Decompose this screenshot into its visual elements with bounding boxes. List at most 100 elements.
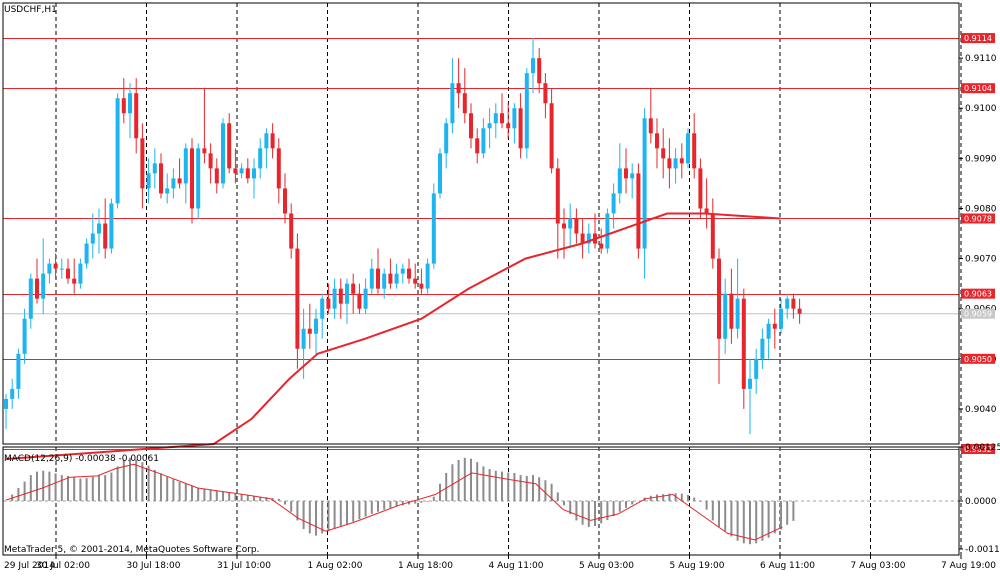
price-tick-label-1: 0.9100 bbox=[965, 104, 997, 114]
candle-body-37 bbox=[233, 168, 238, 174]
candle-body-69 bbox=[431, 193, 436, 264]
time-label-4: 1 Aug 02:00 bbox=[308, 561, 363, 571]
candle-body-89 bbox=[555, 168, 560, 224]
candle-body-102 bbox=[636, 173, 641, 249]
price-tick-label-0: 0.9110 bbox=[965, 54, 997, 64]
candle-body-52 bbox=[326, 298, 331, 309]
candle-body-19 bbox=[121, 98, 126, 114]
candle-body-96 bbox=[599, 243, 604, 249]
candle-body-127 bbox=[791, 298, 796, 309]
candle-body-13 bbox=[84, 243, 89, 264]
time-label-1: 30 Jul 02:00 bbox=[36, 561, 90, 571]
candle-body-114 bbox=[710, 213, 715, 259]
candle-body-56 bbox=[351, 283, 356, 294]
candle-body-62 bbox=[388, 273, 393, 284]
price-level-box-2 bbox=[961, 213, 995, 224]
candle-body-28 bbox=[177, 178, 182, 184]
candle-body-106 bbox=[661, 148, 666, 159]
candle-body-101 bbox=[630, 173, 635, 179]
candle-body-22 bbox=[140, 138, 145, 189]
candle-body-60 bbox=[376, 268, 380, 289]
candle-body-11 bbox=[72, 278, 77, 284]
candle-body-34 bbox=[214, 168, 219, 184]
candle-body-6 bbox=[41, 273, 46, 299]
candle-body-0 bbox=[4, 398, 8, 409]
price-tick-label-3: 0.9080 bbox=[965, 204, 997, 214]
footer-copyright: MetaTrader 5, © 2001-2014, MetaQuotes So… bbox=[4, 545, 260, 555]
candle-body-38 bbox=[239, 168, 244, 174]
candle-body-113 bbox=[704, 208, 709, 214]
candle-body-46 bbox=[289, 213, 294, 249]
candle-body-120 bbox=[748, 378, 752, 389]
symbol-label: USDCHF,H1 bbox=[4, 5, 57, 15]
price-level-box-4 bbox=[961, 353, 995, 364]
price-tick-label-4: 0.9070 bbox=[965, 255, 997, 265]
candle-body-82 bbox=[512, 108, 517, 129]
candle-body-32 bbox=[202, 148, 207, 154]
candle-body-125 bbox=[779, 308, 783, 329]
candle-body-59 bbox=[369, 268, 374, 289]
moving-average bbox=[5, 212, 781, 460]
time-label-7: 5 Aug 03:00 bbox=[579, 561, 634, 571]
moving-average-line bbox=[5, 212, 781, 460]
price-level-label-1: 0.9104 bbox=[964, 84, 992, 93]
candle-body-116 bbox=[723, 293, 728, 339]
candle-body-118 bbox=[735, 298, 740, 329]
candle-body-71 bbox=[444, 123, 449, 154]
candle-body-20 bbox=[128, 93, 132, 114]
macd-tick-label-1: 0.0000 bbox=[965, 497, 997, 507]
candle-body-3 bbox=[22, 318, 27, 354]
candle-body-126 bbox=[785, 298, 790, 309]
time-label-5: 1 Aug 18:00 bbox=[398, 561, 453, 571]
candle-body-24 bbox=[152, 163, 157, 174]
time-label-0: 29 Jul 2014 bbox=[4, 561, 55, 571]
candle-body-9 bbox=[59, 268, 64, 270]
candle-body-86 bbox=[537, 58, 542, 84]
price-level-label-5: 0.9032 bbox=[964, 445, 992, 454]
candle-body-36 bbox=[227, 123, 232, 169]
price-level-label-0: 0.9114 bbox=[964, 34, 992, 43]
price-level-box-1 bbox=[961, 83, 995, 94]
candle-body-93 bbox=[580, 233, 585, 244]
candle-body-104 bbox=[648, 118, 653, 134]
price-scale: 0.91100.91000.90900.90800.90700.90600.90… bbox=[959, 33, 997, 455]
candle-body-45 bbox=[283, 188, 287, 214]
macd-label: MACD(12,26,9) -0.00038 -0.00061 bbox=[4, 454, 159, 464]
time-label-6: 4 Aug 11:00 bbox=[489, 561, 544, 571]
candle-body-115 bbox=[717, 258, 721, 339]
grid bbox=[55, 3, 962, 555]
candle-body-108 bbox=[673, 158, 678, 169]
candle-body-53 bbox=[332, 288, 337, 309]
macd-signal-line bbox=[5, 463, 783, 541]
candle-body-122 bbox=[760, 338, 765, 359]
candle-body-87 bbox=[543, 83, 548, 104]
candle-body-8 bbox=[53, 263, 58, 269]
price-level-box-3 bbox=[961, 288, 995, 299]
candle-body-103 bbox=[642, 118, 647, 249]
candle-body-47 bbox=[295, 248, 300, 349]
time-label-3: 31 Jul 10:00 bbox=[217, 561, 271, 571]
macd-panel: 0.00125 0.0000 -0.00111 bbox=[3, 443, 1000, 555]
candle-body-74 bbox=[462, 93, 467, 114]
candle-body-1 bbox=[10, 388, 15, 399]
candle-body-48 bbox=[301, 328, 306, 349]
candle-body-55 bbox=[345, 283, 349, 304]
candle-body-54 bbox=[338, 288, 343, 304]
macd-tick-label-2: -0.00111 bbox=[965, 545, 1000, 555]
candle-body-5 bbox=[35, 278, 39, 299]
candle-body-128 bbox=[797, 308, 802, 314]
time-label-10: 7 Aug 03:00 bbox=[851, 561, 906, 571]
candle-body-85 bbox=[531, 58, 535, 74]
candle-body-21 bbox=[134, 93, 139, 139]
candle-body-33 bbox=[208, 153, 213, 169]
candle-body-105 bbox=[655, 133, 659, 149]
candle-body-100 bbox=[624, 168, 628, 179]
candle-body-15 bbox=[97, 223, 101, 234]
candle-body-49 bbox=[307, 328, 312, 334]
time-label-9: 6 Aug 11:00 bbox=[760, 561, 815, 571]
candle-body-77 bbox=[481, 128, 486, 154]
candle-body-94 bbox=[586, 233, 591, 244]
candle-body-124 bbox=[772, 323, 777, 329]
